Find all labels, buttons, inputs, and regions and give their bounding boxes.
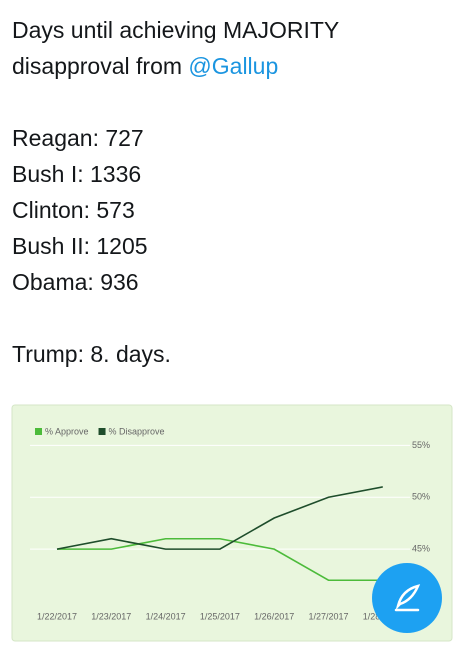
x-tick-label: 1/23/2017: [91, 611, 131, 621]
tweet-line: Bush II: 1205: [12, 233, 148, 259]
mention[interactable]: @Gallup: [188, 53, 279, 79]
tweet-line: Bush I: 1336: [12, 161, 142, 187]
tweet-text: Days until achieving MAJORITY disapprova…: [12, 12, 432, 372]
legend-label: % Approve: [45, 426, 89, 436]
y-tick-label: 55%: [412, 440, 430, 450]
y-tick-label: 45%: [412, 544, 430, 554]
x-tick-label: 1/27/2017: [308, 611, 348, 621]
closing: Trump: 8. days.: [12, 341, 171, 367]
legend-swatch: [35, 428, 42, 435]
series-line: [56, 486, 383, 550]
intro-block: Days until achieving MAJORITY disapprova…: [12, 12, 432, 84]
x-tick-label: 1/24/2017: [146, 611, 186, 621]
fab-circle[interactable]: [372, 563, 442, 633]
legend-swatch: [98, 428, 106, 435]
intro: Days until achieving MAJORITY disapprova…: [12, 17, 339, 79]
x-tick-label: 1/22/2017: [37, 611, 77, 621]
y-tick-label: 50%: [412, 492, 430, 502]
x-tick-label: 1/25/2017: [200, 611, 240, 621]
legend-label: % Disapprove: [109, 426, 165, 436]
lines: Reagan: 727 Bush I: 1336 Clinton: 573 Bush …: [12, 120, 432, 300]
series-line: [57, 537, 383, 582]
tweet-line: Obama: 936: [12, 269, 139, 295]
chart-card: [11, 404, 453, 642]
tweet-line: Reagan: 727: [12, 125, 144, 151]
tweet-line: Clinton: 573: [12, 197, 135, 223]
x-tick-label: 1/26/2017: [254, 611, 294, 621]
fab-icon[interactable]: [394, 584, 421, 612]
compose-button[interactable]: [372, 563, 442, 633]
